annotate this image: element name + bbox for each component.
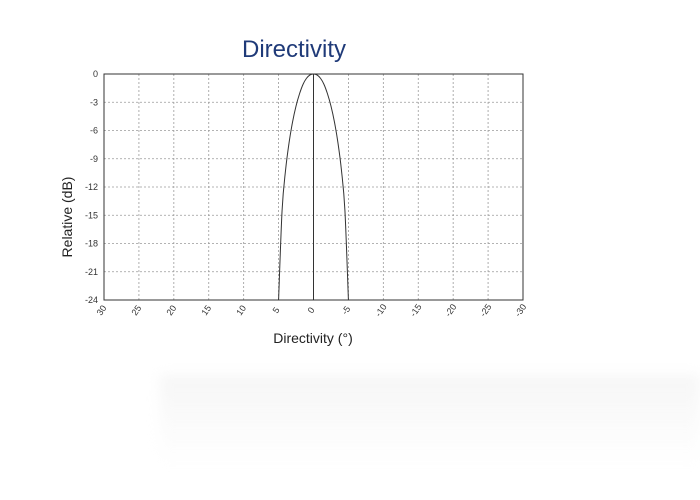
x-tick-label: -15 (408, 302, 424, 318)
series-layer (278, 73, 349, 301)
x-tick-label: 0 (306, 305, 317, 315)
background-reflection (160, 375, 700, 465)
y-tick-label: -6 (90, 126, 98, 136)
x-tick-label: -20 (443, 302, 459, 318)
x-tick-label: 25 (129, 303, 143, 317)
y-axis-label: Relative (dB) (59, 177, 75, 258)
x-tick-label: -30 (513, 302, 529, 318)
x-tick-label: 30 (95, 303, 109, 317)
y-tick-label: -15 (85, 210, 98, 220)
x-tick-label: -25 (478, 302, 494, 318)
y-tick-label: -24 (85, 295, 98, 305)
series-line (278, 73, 349, 301)
y-tick-label: -18 (85, 239, 98, 249)
y-tick-label: -3 (90, 97, 98, 107)
x-axis-ticks: 30 25 20 15 10 5 0 -5 -10 -15 -20 -25 -30 (95, 302, 529, 318)
grid (104, 74, 523, 300)
y-axis-ticks: 0 -3 -6 -9 -12 -15 -18 -21 -24 (85, 69, 98, 305)
y-tick-label: -12 (85, 182, 98, 192)
y-tick-label: -9 (90, 154, 98, 164)
x-tick-label: 10 (234, 303, 248, 317)
y-tick-label: 0 (93, 69, 98, 79)
y-tick-label: -21 (85, 267, 98, 277)
x-tick-label: -5 (340, 304, 353, 316)
x-axis-label: Directivity (°) (273, 330, 352, 346)
x-tick-label: 15 (199, 303, 213, 317)
x-tick-label: -10 (373, 302, 389, 318)
x-tick-label: 5 (271, 305, 282, 315)
chart-title: Directivity (242, 36, 346, 63)
x-tick-label: 20 (164, 303, 178, 317)
